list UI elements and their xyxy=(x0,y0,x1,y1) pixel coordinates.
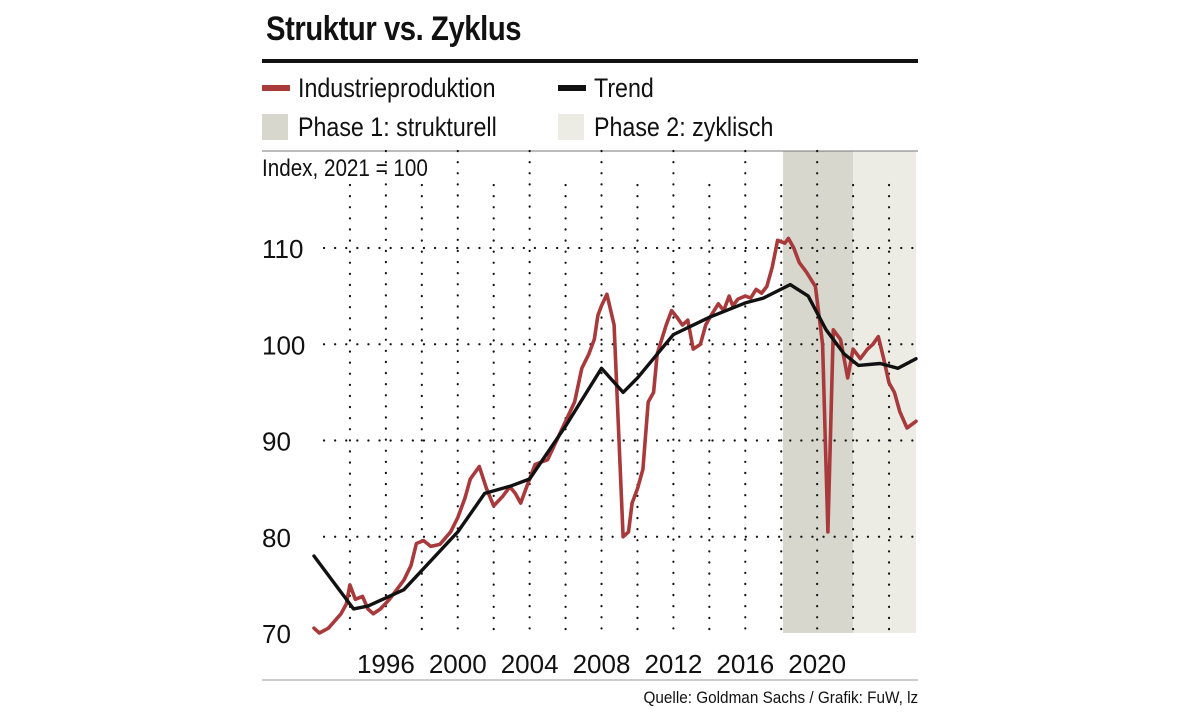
legend-swatch-phase2 xyxy=(558,114,584,140)
legend-label-phase2: Phase 2: zyklisch xyxy=(594,111,774,142)
x-tick-label-2000: 2000 xyxy=(429,649,487,679)
source-note: Quelle: Goldman Sachs / Grafik: FuW, lz xyxy=(643,688,918,707)
line-chart: 70 80 90 100 110 1996 2000 2004 2008 2012 2016 2020 xyxy=(262,149,918,681)
phase-band-1 xyxy=(783,151,854,633)
legend-swatch-production xyxy=(262,85,290,91)
y-tick-label-70: 70 xyxy=(262,619,291,649)
legend-row-2: Phase 1: strukturell Phase 2: zyklisch xyxy=(262,109,918,145)
legend-swatch-trend xyxy=(558,85,586,91)
x-tick-label-2008: 2008 xyxy=(573,649,631,679)
x-tick-label-1996: 1996 xyxy=(357,649,415,679)
x-tick-label-2016: 2016 xyxy=(716,649,774,679)
chart-frame: Struktur vs. Zyklus Industrieproduktion … xyxy=(262,0,918,713)
phase-band-2 xyxy=(853,151,916,633)
chart-title: Struktur vs. Zyklus xyxy=(266,10,522,48)
series-line-industrieproduktion xyxy=(312,236,918,635)
y-tick-label-110: 110 xyxy=(262,234,303,264)
y-tick-label-80: 80 xyxy=(262,523,291,553)
legend-item-trend: Trend xyxy=(558,70,664,106)
legend-label-trend: Trend xyxy=(594,72,654,103)
legend-item-production: Industrieproduktion xyxy=(262,70,528,106)
title-rule xyxy=(262,59,918,63)
legend-swatch-phase1 xyxy=(262,114,288,140)
x-tick-label-2020: 2020 xyxy=(788,649,846,679)
legend-item-phase1: Phase 1: strukturell xyxy=(262,109,529,145)
y-tick-label-90: 90 xyxy=(262,427,291,457)
x-tick-label-2004: 2004 xyxy=(501,649,559,679)
series-line-trend xyxy=(312,282,918,611)
legend-row-1: Industrieproduktion Trend xyxy=(262,70,918,106)
legend-item-phase2: Phase 2: zyklisch xyxy=(558,109,803,145)
y-axis-unit-label: Index, 2021 = 100 xyxy=(262,155,428,182)
y-tick-label-100: 100 xyxy=(262,330,305,360)
legend-label-phase1: Phase 1: strukturell xyxy=(298,111,497,142)
legend-label-production: Industrieproduktion xyxy=(298,72,496,103)
x-tick-label-2012: 2012 xyxy=(644,649,702,679)
